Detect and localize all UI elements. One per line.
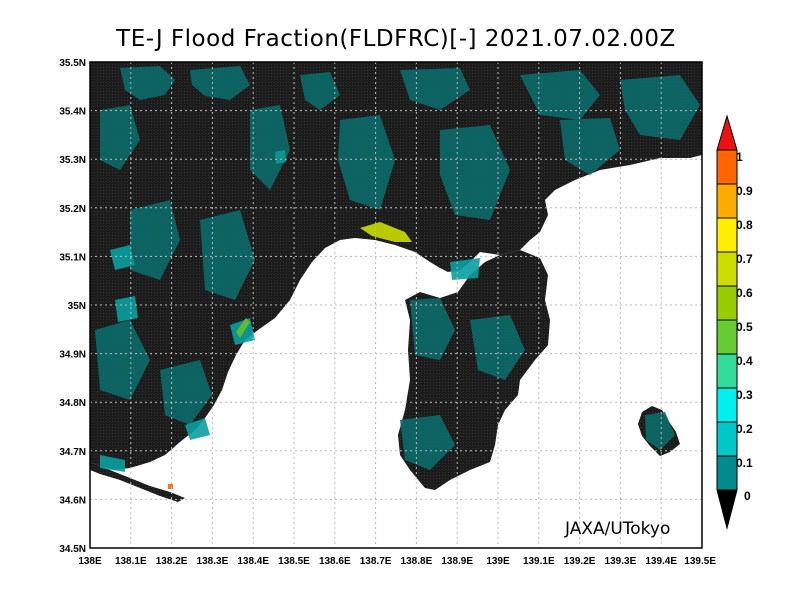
y-tick-label: 35.4N [59, 107, 86, 118]
colorbar-bin [716, 421, 738, 457]
y-tick-label: 35.1N [59, 252, 86, 263]
colorbar-bin [716, 149, 738, 185]
x-tick-label: 138.2E [156, 556, 188, 567]
colorbar-label: 1 [736, 150, 743, 164]
x-tick-label: 139.5E [684, 556, 716, 567]
colorbar-bin [716, 183, 738, 219]
flood-patches [95, 66, 700, 489]
colorbar-bin [716, 353, 738, 389]
colorbar-label: 0.2 [736, 422, 753, 436]
y-tick-label: 34.6N [59, 495, 86, 506]
x-tick-label: 138.1E [115, 556, 147, 567]
colorbar-label: 0.8 [736, 218, 753, 232]
y-tick-label: 35.5N [59, 58, 86, 69]
colorbar-bin [716, 387, 738, 423]
colorbar-label: 0.6 [736, 286, 753, 300]
colorbar-bottom-arrow [716, 489, 738, 530]
colorbar-top-arrow [716, 114, 738, 151]
colorbar-bin [716, 285, 738, 321]
x-tick-label: 139.4E [645, 556, 677, 567]
land-mainland [90, 62, 702, 470]
colorbar-label: 0.4 [736, 354, 753, 368]
colorbar: 0 0.1 0.2 0.3 0.4 0.5 0.6 0.7 0.8 0.9 1 [716, 114, 753, 530]
colorbar-label: 0.9 [736, 184, 753, 198]
x-tick-label: 138E [78, 556, 102, 567]
x-tick-label: 139.3E [605, 556, 637, 567]
x-tick-label: 138.8E [401, 556, 433, 567]
y-tick-label: 35N [68, 301, 86, 312]
x-tick-label: 138.6E [319, 556, 351, 567]
x-tick-label: 139.2E [564, 556, 596, 567]
land-coast-strip [90, 462, 185, 502]
y-tick-label: 34.9N [59, 350, 86, 361]
x-axis: 138E 138.1E 138.2E 138.3E 138.4E 138.5E … [78, 556, 716, 567]
credit-label: JAXA/UTokyo [565, 519, 671, 539]
colorbar-bin [716, 455, 738, 491]
colorbar-bin [716, 251, 738, 287]
colorbar-bin [716, 319, 738, 355]
x-tick-label: 138.9E [441, 556, 473, 567]
x-tick-label: 139.1E [523, 556, 555, 567]
colorbar-label: 0.5 [736, 320, 753, 334]
y-tick-label: 34.5N [59, 544, 86, 555]
colorbar-label: 0.1 [736, 456, 753, 470]
colorbar-label: 0.7 [736, 252, 753, 266]
x-tick-label: 138.7E [360, 556, 392, 567]
x-tick-label: 138.4E [237, 556, 269, 567]
x-tick-label: 138.5E [278, 556, 310, 567]
y-tick-label: 35.2N [59, 204, 86, 215]
y-axis: 34.5N 34.6N 34.7N 34.8N 34.9N 35N 35.1N … [59, 58, 86, 555]
map-grid [90, 62, 702, 548]
map-frame [89, 61, 703, 549]
colorbar-label: 0 [744, 489, 751, 503]
colorbar-bin [716, 217, 738, 253]
x-tick-label: 138.3E [197, 556, 229, 567]
y-tick-label: 34.8N [59, 398, 86, 409]
y-tick-label: 34.7N [59, 447, 86, 458]
x-tick-label: 139E [486, 556, 510, 567]
y-tick-label: 35.3N [59, 155, 86, 166]
colorbar-label: 0.3 [736, 388, 753, 402]
map-title: TE-J Flood Fraction(FLDFRC)[-] 2021.07.0… [116, 26, 676, 52]
